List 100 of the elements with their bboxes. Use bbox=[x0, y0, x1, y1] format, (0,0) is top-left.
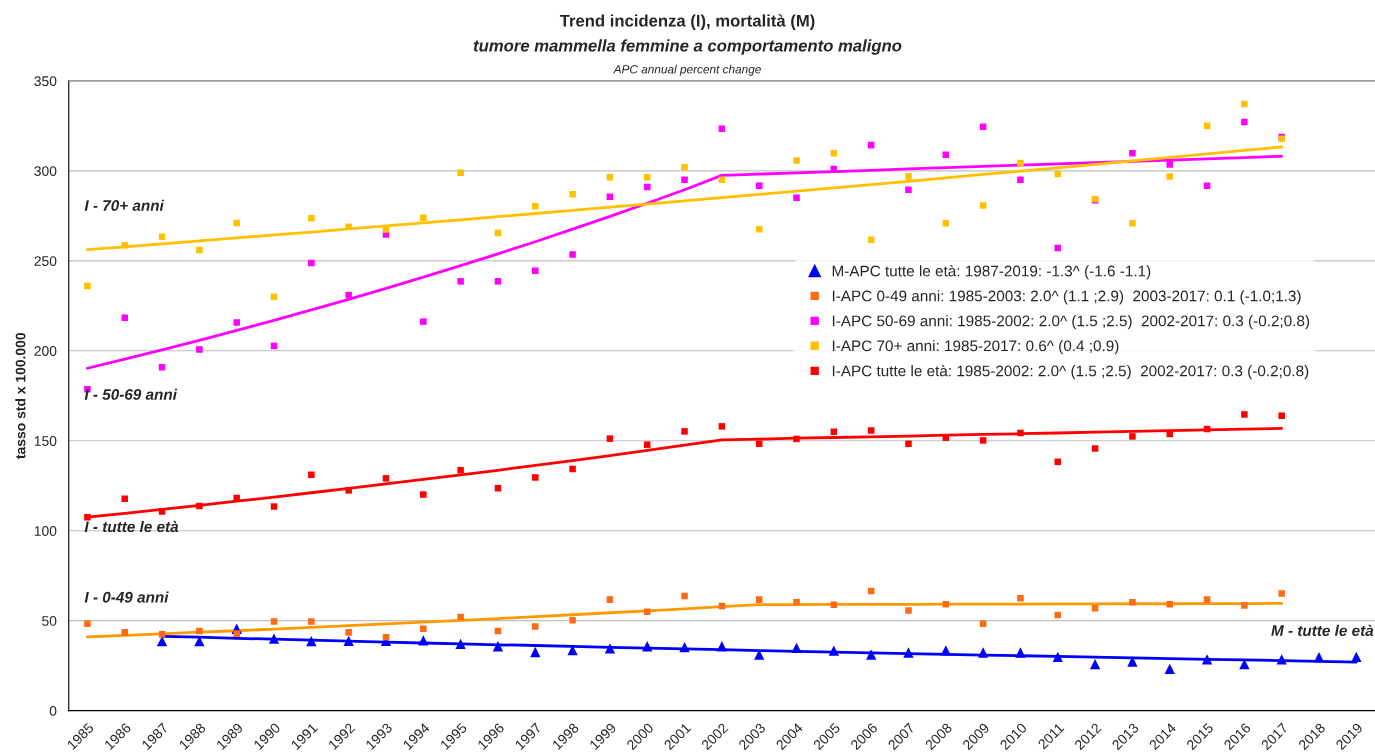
point bbox=[196, 346, 203, 353]
point bbox=[905, 173, 912, 180]
legend-label: I-APC 0-49 anni: 1985-2003: 2.0^ (1.1 ;2.9) 2003-2017: 0.1 (-1.0;1.3) bbox=[832, 290, 1301, 305]
point bbox=[1278, 590, 1285, 597]
point bbox=[494, 278, 502, 285]
point bbox=[233, 219, 240, 227]
point bbox=[1313, 652, 1325, 663]
point bbox=[457, 278, 464, 285]
point bbox=[718, 423, 726, 430]
point bbox=[681, 164, 688, 171]
point bbox=[718, 125, 726, 133]
point bbox=[979, 437, 987, 444]
y-tick-label: 200 bbox=[34, 346, 57, 356]
point bbox=[308, 618, 315, 625]
y-tick-label: 100 bbox=[34, 526, 57, 536]
point bbox=[606, 596, 614, 603]
point bbox=[569, 190, 576, 198]
point bbox=[1203, 596, 1211, 603]
point bbox=[1129, 219, 1136, 227]
point bbox=[233, 494, 240, 502]
point bbox=[1166, 161, 1173, 168]
legend-label: M-APC tutte le età: 1987-2019: -1.3^ (-1.6 -1.1) bbox=[832, 265, 1151, 280]
point bbox=[270, 503, 278, 510]
point bbox=[754, 649, 765, 660]
point bbox=[979, 620, 987, 627]
point bbox=[1127, 656, 1138, 667]
point bbox=[457, 169, 464, 176]
point bbox=[1129, 149, 1136, 157]
point bbox=[345, 629, 352, 636]
point bbox=[793, 598, 800, 606]
point bbox=[681, 428, 688, 435]
point bbox=[793, 194, 800, 202]
point bbox=[532, 203, 539, 210]
point bbox=[643, 608, 651, 615]
legend-label: I-APC 50-69 anni: 1985-2002: 2.0^ (1.5 ;2.5) 2002-2017: 0.3 (-0.2;0.8) bbox=[832, 315, 1310, 330]
point bbox=[455, 638, 466, 650]
point bbox=[196, 627, 203, 635]
point bbox=[308, 215, 315, 222]
point bbox=[905, 607, 912, 614]
point bbox=[1166, 173, 1173, 180]
annotation: I - 0-49 anni bbox=[84, 591, 169, 603]
point bbox=[420, 214, 427, 221]
point bbox=[828, 645, 839, 656]
point bbox=[158, 233, 166, 240]
point bbox=[494, 484, 502, 492]
annotation: I - 70+ anni bbox=[84, 199, 165, 211]
point bbox=[569, 617, 576, 624]
point bbox=[418, 635, 429, 646]
point bbox=[942, 601, 950, 608]
point bbox=[866, 649, 877, 660]
y-tick-label: 350 bbox=[34, 76, 57, 87]
point bbox=[1166, 601, 1173, 608]
point bbox=[158, 508, 166, 515]
point bbox=[233, 319, 240, 326]
point bbox=[532, 267, 539, 274]
point bbox=[1166, 430, 1173, 438]
point bbox=[270, 618, 278, 625]
point bbox=[532, 474, 539, 481]
point bbox=[121, 241, 128, 249]
point bbox=[1278, 412, 1285, 419]
point bbox=[530, 646, 541, 658]
point bbox=[382, 226, 390, 233]
point bbox=[308, 471, 315, 479]
point bbox=[1241, 602, 1248, 609]
legend-label: I-APC 70+ anni: 1985-2017: 0.6^ (0.4 ;0.9) bbox=[832, 340, 1119, 355]
point bbox=[345, 487, 352, 494]
y-tick-label: 50 bbox=[42, 616, 57, 626]
point bbox=[830, 428, 838, 436]
point bbox=[1241, 411, 1248, 418]
point bbox=[679, 641, 690, 653]
point bbox=[345, 291, 352, 299]
point bbox=[830, 601, 838, 608]
point bbox=[905, 440, 912, 448]
annotation: I - 50-69 anni bbox=[84, 388, 178, 400]
point bbox=[1089, 659, 1101, 670]
point bbox=[1241, 100, 1248, 108]
chart-title: Trend incidenza (I), mortalità (M) bbox=[559, 14, 815, 30]
point bbox=[156, 636, 168, 647]
point bbox=[121, 314, 128, 321]
point bbox=[196, 502, 203, 510]
point bbox=[791, 642, 802, 653]
point bbox=[420, 491, 427, 498]
point bbox=[1091, 445, 1099, 452]
point bbox=[977, 647, 989, 658]
point bbox=[457, 613, 464, 621]
point bbox=[1201, 654, 1213, 665]
point bbox=[457, 467, 464, 474]
point bbox=[306, 636, 317, 647]
point bbox=[643, 441, 651, 448]
point bbox=[604, 643, 616, 654]
point bbox=[569, 465, 576, 473]
point bbox=[532, 623, 539, 630]
point bbox=[681, 592, 688, 600]
line-series bbox=[86, 145, 1284, 252]
point bbox=[420, 625, 427, 633]
point bbox=[420, 318, 427, 325]
point bbox=[940, 645, 951, 656]
point bbox=[942, 151, 950, 158]
point bbox=[343, 635, 354, 646]
point bbox=[1276, 654, 1287, 665]
